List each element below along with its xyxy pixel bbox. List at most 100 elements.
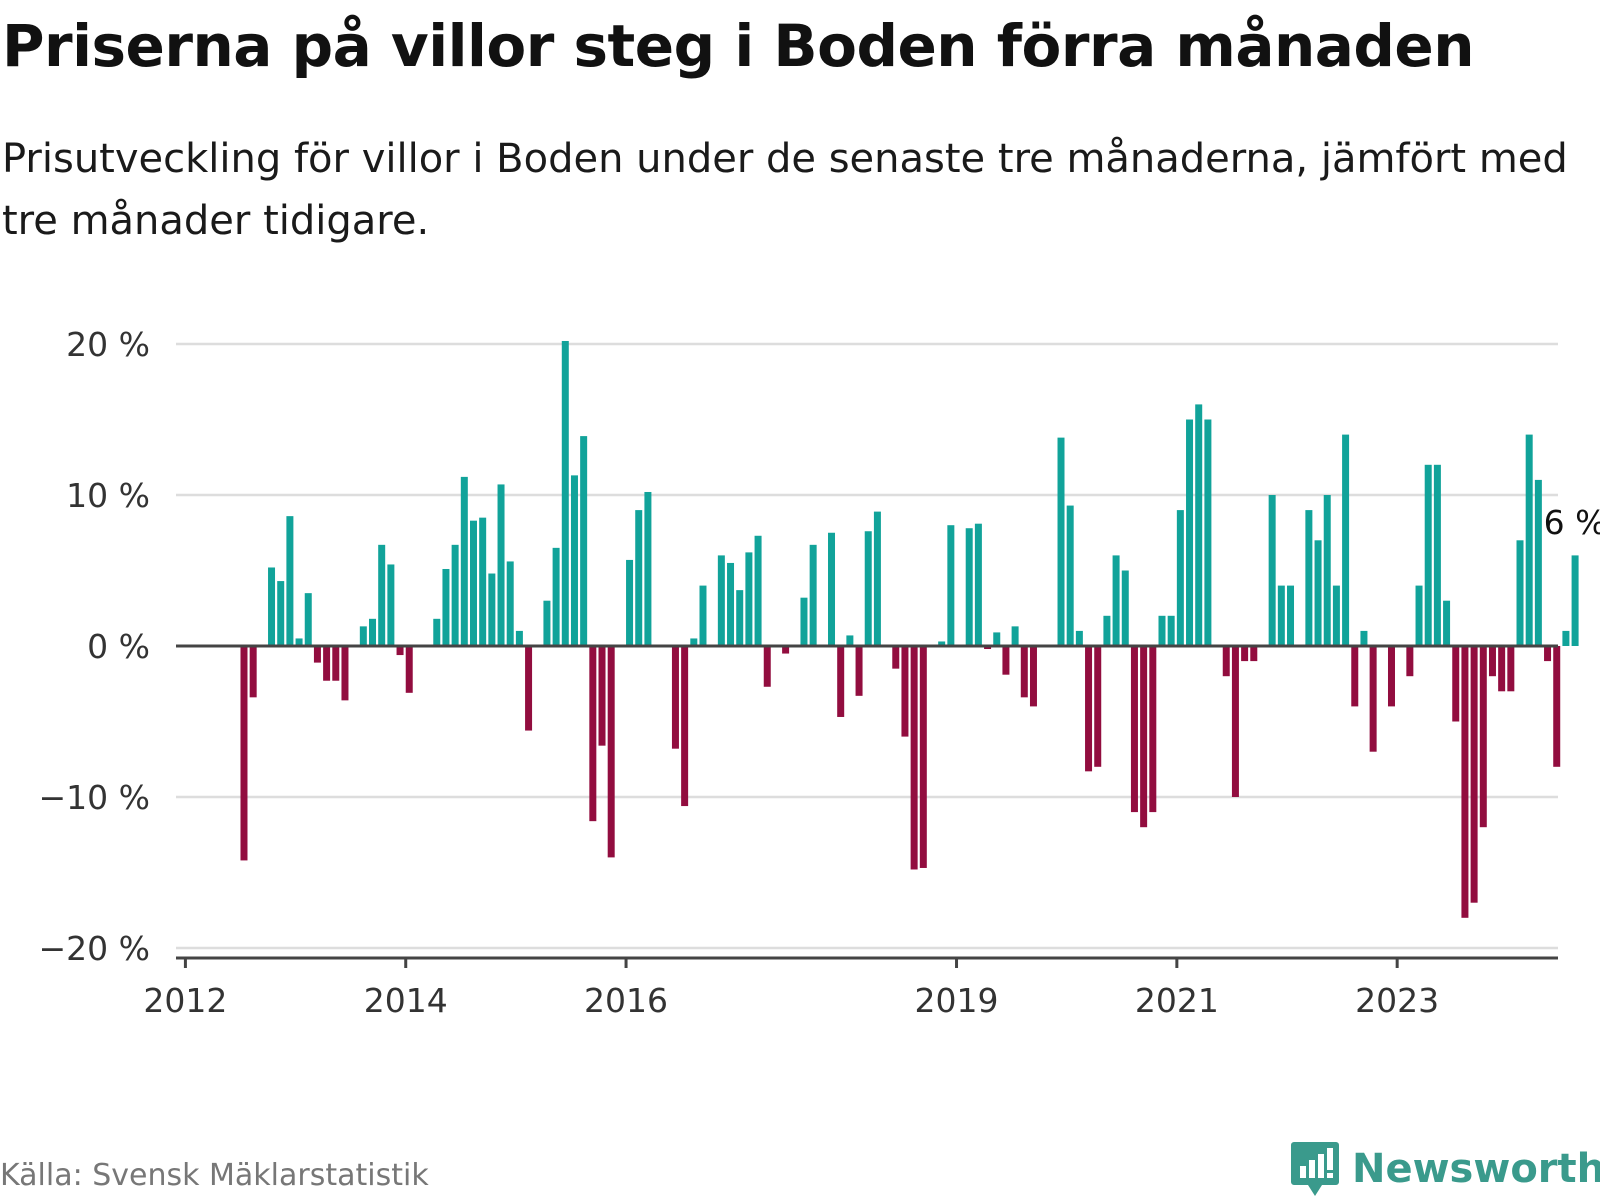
x-tick-label: 2012 (143, 981, 227, 1020)
bar (1167, 615, 1175, 646)
bar (809, 544, 817, 646)
bar (332, 646, 340, 681)
bar (1406, 646, 1414, 677)
bar (1241, 646, 1249, 662)
bar (249, 646, 257, 698)
bar (387, 564, 395, 646)
bar (644, 491, 652, 646)
bar (1029, 646, 1037, 707)
bar (607, 646, 615, 858)
labels: 20 % 10 % 0 % −10 % −20 % 2012 2014 2016 2019 202… (39, 325, 1600, 1020)
bar (1525, 434, 1533, 646)
bar (304, 593, 312, 646)
bar (1011, 626, 1019, 646)
bar (837, 646, 845, 717)
y-tick-label: −20 % (39, 929, 151, 968)
bar (405, 646, 413, 693)
bar (910, 646, 918, 870)
bar (1332, 585, 1340, 646)
bar (1415, 585, 1423, 646)
bar (1287, 585, 1295, 646)
bar (873, 511, 881, 646)
bar (277, 581, 285, 646)
x-tick-label: 2021 (1135, 981, 1219, 1020)
axes (176, 644, 1558, 968)
bar (754, 535, 762, 646)
bar (506, 561, 514, 646)
bar (901, 646, 909, 737)
bar (525, 646, 533, 731)
bar (1112, 555, 1120, 646)
bar (919, 646, 927, 868)
bar (341, 646, 349, 701)
x-tick-label: 2016 (584, 981, 668, 1020)
y-tick-label: 10 % (66, 476, 150, 515)
bar (378, 544, 386, 646)
bar (846, 635, 854, 646)
bar (1488, 646, 1496, 677)
bar (1314, 540, 1322, 646)
bar (1534, 479, 1542, 646)
last-value-label: 6 % (1544, 503, 1600, 542)
bar (1553, 646, 1561, 767)
bar-chart: 20 % 10 % 0 % −10 % −20 % 2012 2014 2016 2019 202… (39, 325, 1600, 1020)
bar (497, 484, 505, 646)
bar (442, 568, 450, 646)
bar (1424, 464, 1432, 646)
bar (570, 475, 578, 646)
bar (1360, 630, 1368, 646)
y-tick-label: 20 % (66, 325, 150, 364)
bar (938, 641, 946, 646)
bar (892, 646, 900, 669)
bar (1268, 495, 1276, 646)
bar (965, 528, 973, 646)
brand-logo[interactable]: Newsworthy (1290, 1140, 1600, 1198)
bar (1103, 615, 1111, 646)
bar (1149, 646, 1157, 813)
bar (1231, 646, 1239, 797)
bar (1204, 419, 1212, 646)
x-tick-label: 2019 (915, 981, 999, 1020)
bar (855, 646, 863, 696)
bar (1002, 646, 1010, 675)
bar (1195, 404, 1203, 646)
bar (1121, 570, 1129, 646)
bar (1571, 555, 1579, 646)
bar (1130, 646, 1138, 813)
bar (800, 597, 808, 646)
bar (286, 516, 294, 646)
bar (763, 646, 771, 687)
bar (295, 638, 303, 646)
bar (589, 646, 597, 822)
bar (626, 559, 634, 646)
brand-name: Newsworthy (1352, 1146, 1600, 1192)
bar (561, 340, 569, 646)
bar (1479, 646, 1487, 828)
bar (1305, 510, 1313, 646)
bar (1544, 646, 1552, 662)
bar (699, 585, 707, 646)
bar (782, 646, 790, 654)
bar (1369, 646, 1377, 752)
bar (598, 646, 606, 746)
bar (993, 632, 1001, 646)
bar (488, 573, 496, 646)
bar (1323, 495, 1331, 646)
bar (727, 562, 735, 646)
bar (1498, 646, 1506, 692)
bar (1443, 600, 1451, 646)
bar (974, 523, 982, 646)
bar (433, 618, 441, 646)
bar (1085, 646, 1093, 772)
bar (681, 646, 689, 807)
bar (451, 544, 459, 646)
bar (690, 638, 698, 646)
bars (240, 340, 1579, 918)
bar (1075, 630, 1083, 646)
bar (828, 532, 836, 646)
chart-subtitle: Prisutveckling för villor i Boden under … (2, 136, 1568, 244)
bar (671, 646, 679, 749)
bar (1094, 646, 1102, 767)
bar (543, 600, 551, 646)
bar (635, 510, 643, 646)
